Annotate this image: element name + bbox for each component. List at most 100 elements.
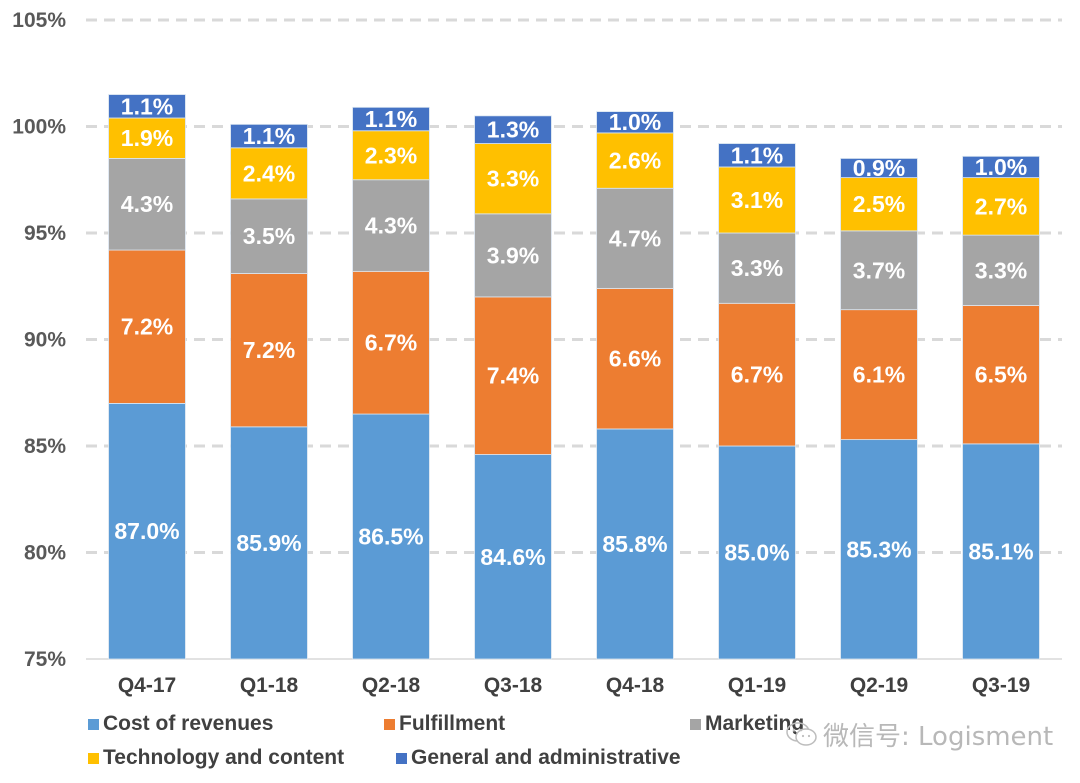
legend-swatch <box>384 718 395 730</box>
wechat-icon <box>786 721 817 746</box>
data-label: 2.4% <box>243 160 295 186</box>
data-label: 6.6% <box>609 346 661 372</box>
stacked-bar-chart: 75% 80% 85% 90% 95% 100% 105% 87.0% 7.2% 4.3% 1.9… <box>12 9 1062 697</box>
y-tick-label: 90% <box>24 329 66 352</box>
bar-segment <box>474 213 552 298</box>
y-tick-label: 95% <box>24 222 66 245</box>
y-tick-label: 85% <box>24 435 66 458</box>
legend-item-marketing[interactable]: Marketing <box>690 712 804 736</box>
data-label: 3.3% <box>487 166 539 192</box>
x-axis-ticks: Q4-17 Q1-18 Q2-18 Q3-18 Q4-18 Q1-19 Q2-19 Q3-19 <box>118 674 1030 697</box>
data-label: 3.9% <box>487 242 539 268</box>
bar-segment <box>962 305 1040 445</box>
data-label: 2.6% <box>609 148 661 174</box>
legend-label: Marketing <box>705 712 805 735</box>
bar-segment <box>474 296 552 455</box>
bar-segment <box>108 249 186 404</box>
data-label: 3.7% <box>853 257 905 283</box>
data-label: 6.7% <box>731 362 783 388</box>
x-tick-label: Q3-18 <box>484 674 543 697</box>
data-label: 3.5% <box>243 223 295 249</box>
bar-segment <box>108 94 186 119</box>
x-tick-label: Q3-19 <box>972 674 1030 697</box>
legend-item-fulfillment[interactable]: Fulfillment <box>384 712 505 736</box>
data-label: 3.3% <box>975 257 1027 283</box>
data-label: 6.1% <box>853 362 905 388</box>
data-label: 1.1% <box>731 142 783 168</box>
data-label: 3.1% <box>731 187 783 213</box>
x-tick-label: Q1-18 <box>240 674 299 697</box>
bar-segment <box>352 130 430 181</box>
bars <box>108 94 1040 660</box>
y-axis-ticks: 75% 80% 85% 90% 95% 100% 105% <box>12 9 66 671</box>
y-tick-label: 100% <box>12 116 66 139</box>
data-labels: 87.0% 7.2% 4.3% 1.9% 1.1% 85.9% 7.2% 3.5% 2.4% 1.… <box>114 93 1033 569</box>
y-tick-label: 75% <box>24 648 66 671</box>
data-label: 6.7% <box>365 330 417 356</box>
bar-segment <box>108 158 186 251</box>
bar-segment <box>474 454 552 660</box>
bar-segment <box>474 115 552 144</box>
legend-item-technology-and-content[interactable]: Technology and content <box>88 746 344 770</box>
bar-segment <box>718 166 796 234</box>
bar-segment <box>474 143 552 215</box>
watermark: 微信号: Logisment <box>785 716 1053 753</box>
x-tick-label: Q2-19 <box>850 674 908 697</box>
x-tick-label: Q1-19 <box>728 674 786 697</box>
data-label: 85.9% <box>236 530 301 556</box>
bar-segment <box>108 117 186 159</box>
legend-label: General and administrative <box>411 746 681 769</box>
x-tick-label: Q4-18 <box>606 674 665 697</box>
bar-segment <box>596 187 674 289</box>
legend-label: Fulfillment <box>399 712 506 735</box>
legend-label: Cost of revenues <box>103 712 274 735</box>
legend-item-general-and-administrative[interactable]: General and administrative <box>396 746 681 770</box>
bar-segment <box>840 230 918 311</box>
legend-swatch <box>690 718 701 730</box>
data-label: 3.3% <box>731 255 783 281</box>
y-tick-label: 80% <box>24 542 66 565</box>
bar-segment <box>352 270 430 415</box>
bar-segment <box>352 106 430 132</box>
bar-segment <box>108 402 186 660</box>
bar-segment <box>596 428 674 660</box>
data-label: 1.1% <box>365 106 417 132</box>
bar-segment <box>230 198 308 274</box>
data-label: 2.3% <box>365 142 417 168</box>
data-label: 85.3% <box>846 536 911 562</box>
data-label: 1.3% <box>487 117 539 143</box>
legend-swatch <box>396 752 407 764</box>
bar-segment <box>230 426 308 660</box>
data-label: 85.0% <box>724 540 789 566</box>
y-tick-label: 105% <box>12 9 66 32</box>
data-label: 7.4% <box>487 363 539 389</box>
legend-swatch <box>88 718 99 730</box>
data-label: 2.7% <box>975 193 1027 219</box>
bar-segment <box>840 158 918 179</box>
bar-segment <box>718 302 796 447</box>
bar-segment <box>230 123 308 149</box>
bar-segment <box>840 439 918 660</box>
data-label: 1.1% <box>243 123 295 149</box>
data-label: 85.8% <box>602 531 667 557</box>
data-label: 4.7% <box>609 225 661 251</box>
bar-segment <box>230 273 308 428</box>
data-label: 2.5% <box>853 191 905 217</box>
bar-segment <box>596 111 674 134</box>
data-label: 7.2% <box>243 337 295 363</box>
bar-segment <box>596 132 674 189</box>
bar-segment <box>718 143 796 168</box>
data-label: 1.0% <box>975 154 1027 180</box>
bar-segment <box>962 443 1040 660</box>
legend-item-cost-of-revenues[interactable]: Cost of revenues <box>88 712 273 736</box>
data-label: 1.9% <box>121 125 173 151</box>
x-tick-label: Q4-17 <box>118 674 176 697</box>
data-label: 4.3% <box>365 213 417 239</box>
data-label: 7.2% <box>121 314 173 340</box>
legend-swatch <box>88 752 99 764</box>
bar-segment <box>718 445 796 660</box>
data-label: 6.5% <box>975 362 1027 388</box>
x-tick-label: Q2-18 <box>362 674 421 697</box>
bar-segment <box>596 287 674 430</box>
bar-segment <box>962 155 1040 179</box>
